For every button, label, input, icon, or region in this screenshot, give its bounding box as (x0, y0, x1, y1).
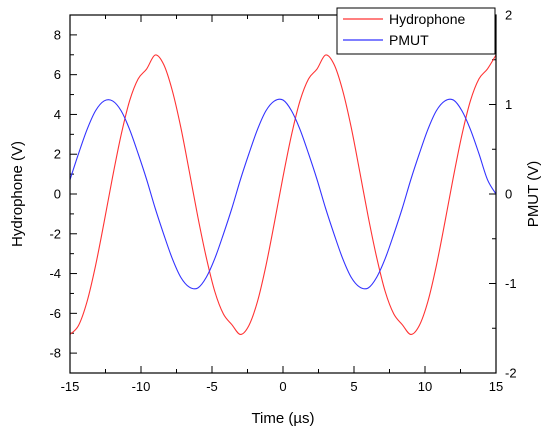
left-y-tick-label: -8 (49, 346, 61, 361)
x-axis-title: Time (µs) (251, 410, 314, 427)
x-tick-label: 5 (350, 379, 357, 394)
x-tick-label: -10 (132, 379, 151, 394)
series-line-pmut (69, 98, 497, 290)
right-y-tick-label: 2 (505, 8, 512, 23)
plot-frame (69, 14, 497, 374)
x-tick-label: -15 (61, 379, 80, 394)
left-y-tick-label: -4 (49, 266, 61, 281)
legend-box (336, 7, 496, 55)
legend-label-pmut: PMUT (389, 32, 429, 48)
right-y-tick-label: 1 (505, 97, 512, 112)
x-tick-label: -5 (206, 379, 218, 394)
x-tick-label: 0 (279, 379, 286, 394)
right-y-axis-title: PMUT (V) (525, 161, 542, 227)
left-y-tick-label: 6 (54, 67, 61, 82)
legend-label-hydrophone: Hydrophone (389, 11, 465, 27)
series-layer (69, 54, 497, 335)
left-y-axis-title: Hydrophone (V) (9, 141, 26, 247)
left-y-tick-label: 8 (54, 27, 61, 42)
left-y-tick-label: -6 (49, 306, 61, 321)
right-y-tick-label: 0 (505, 187, 512, 202)
right-y-tick-label: -2 (505, 366, 517, 381)
left-y-tick-label: 4 (54, 107, 61, 122)
x-tick-label: 15 (489, 379, 503, 394)
series-line-hydrophone (69, 54, 497, 335)
left-y-tick-label: 2 (54, 147, 61, 162)
legend: Hydrophone PMUT (336, 7, 496, 55)
left-y-tick-label: -2 (49, 226, 61, 241)
x-tick-label: 10 (418, 379, 432, 394)
left-y-tick-label: 0 (54, 187, 61, 202)
right-y-tick-label: -1 (505, 276, 517, 291)
